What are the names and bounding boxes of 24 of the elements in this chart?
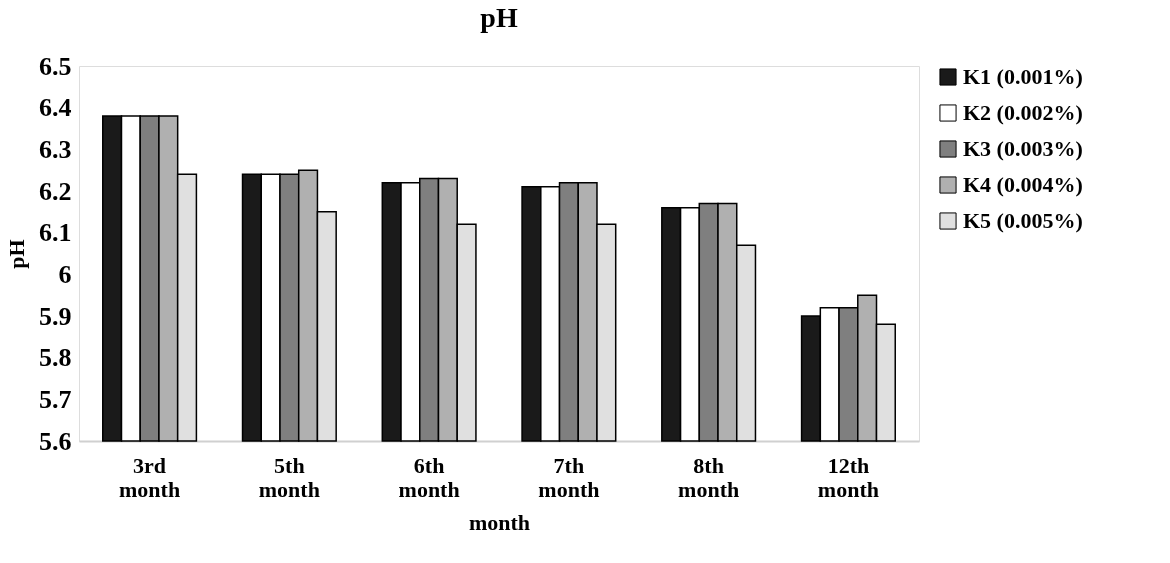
y-tick-label: 6.4 [39, 93, 72, 123]
y-tick-label: 6.1 [39, 218, 72, 248]
y-tick-label: 6.5 [39, 51, 72, 81]
legend-label: K3 (0.003%) [963, 136, 1083, 161]
y-tick-label: 6.3 [39, 134, 72, 164]
y-axis-title: pH [4, 239, 29, 269]
legend-label: K5 (0.005%) [963, 208, 1083, 233]
y-tick-label: 6 [58, 259, 72, 289]
legend-label: K2 (0.002%) [963, 100, 1083, 125]
y-tick-label: 5.7 [39, 384, 72, 414]
chart-title: pH [480, 2, 518, 33]
legend-label: K1 (0.001%) [963, 64, 1083, 89]
legend-label: K4 (0.004%) [963, 172, 1083, 197]
x-tick-label: 8th month [678, 452, 740, 502]
y-tick-label: 5.8 [39, 343, 72, 373]
x-tick-label: 3rd month [119, 452, 181, 502]
x-tick-label: 12th month [817, 452, 879, 502]
y-tick-label: 5.6 [39, 426, 72, 456]
x-tick-label: 5th month [258, 452, 320, 502]
x-axis-title: month [468, 509, 531, 535]
y-tick-label: 5.9 [39, 301, 72, 331]
x-tick-label: 7th month [538, 452, 600, 502]
x-tick-label: 6th month [398, 452, 460, 502]
y-tick-label: 6.2 [39, 176, 72, 206]
